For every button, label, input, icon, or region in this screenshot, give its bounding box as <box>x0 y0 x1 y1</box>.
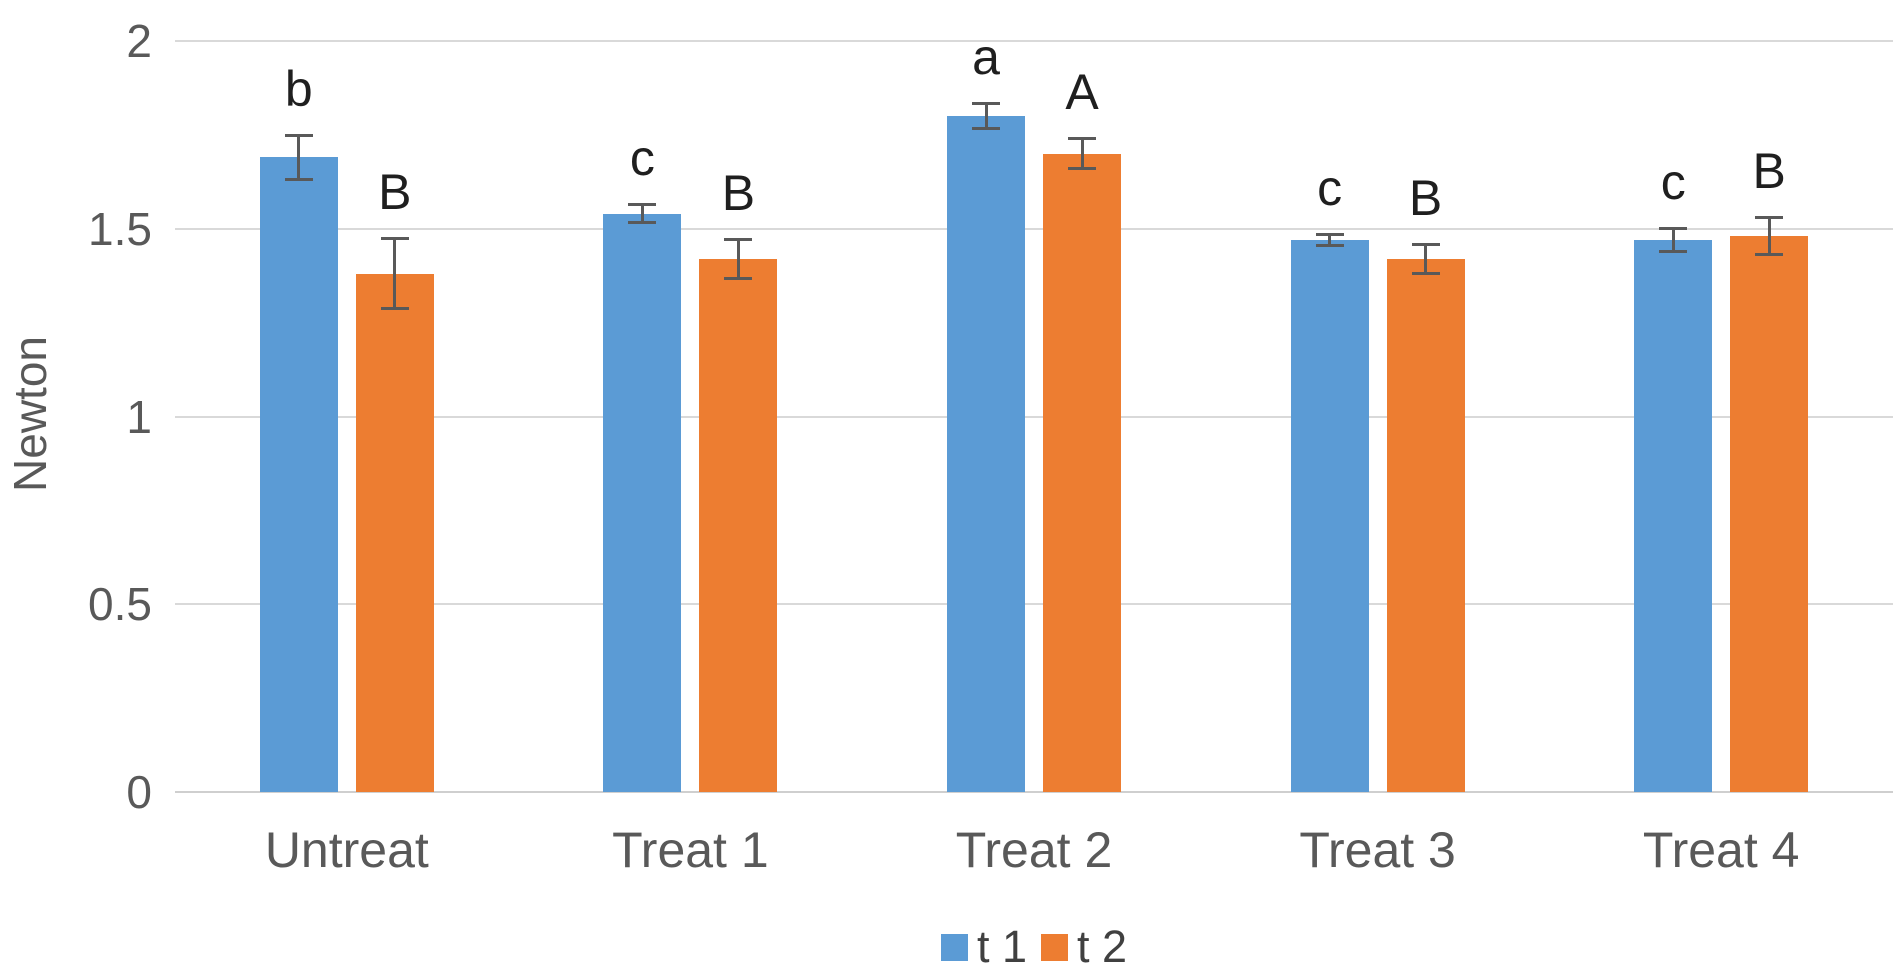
gridline <box>175 415 1893 418</box>
bar-t2-group5 <box>1730 236 1809 792</box>
legend-label: t 2 <box>1077 921 1128 972</box>
bar-t2-group2 <box>699 258 778 792</box>
error-bar-cap-top <box>1068 136 1096 140</box>
error-bar-cap-bottom <box>1411 271 1440 275</box>
error-bar-stem <box>1080 137 1084 170</box>
error-bar-cap-top <box>1315 233 1344 237</box>
error-bar-cap-bottom <box>1659 250 1688 254</box>
significance-letter: B <box>1752 143 1786 200</box>
error-bar-cap-bottom <box>1068 167 1096 171</box>
x-axis-line <box>175 791 1893 793</box>
significance-letter: c <box>1317 160 1343 217</box>
error-bar-stem <box>1424 243 1428 274</box>
legend-item-t1: t 1 <box>940 921 1027 972</box>
significance-letter: a <box>972 28 1000 85</box>
error-bar-stem <box>393 238 397 310</box>
x-tick-label: Untreat <box>264 822 429 878</box>
error-bar-stem <box>640 204 644 224</box>
significance-letter: B <box>721 164 756 221</box>
x-tick-label: Treat 3 <box>1299 822 1456 878</box>
legend-swatch-t2 <box>1041 933 1068 961</box>
error-bar-cap-top <box>1659 226 1688 230</box>
error-bar-stem <box>297 134 301 180</box>
error-bar-cap-top <box>1755 216 1784 220</box>
bar-t2-group3 <box>1043 153 1121 792</box>
significance-letter: b <box>284 60 313 117</box>
error-bar-cap-bottom <box>380 307 409 311</box>
error-bar-cap-bottom <box>628 221 657 225</box>
gridline <box>175 603 1893 606</box>
y-tick-label: 1 <box>126 390 152 443</box>
error-bar-cap-top <box>628 203 657 207</box>
error-bar-cap-bottom <box>1755 253 1784 257</box>
bar-t1-group3 <box>947 116 1025 792</box>
error-bar-cap-bottom <box>1315 243 1344 247</box>
significance-letter: c <box>629 130 655 187</box>
significance-letter: B <box>1408 169 1443 226</box>
bar-t1-group4 <box>1290 240 1369 792</box>
significance-letter: B <box>378 164 412 221</box>
error-bar-stem <box>736 238 740 279</box>
bar-t1-group5 <box>1634 240 1713 792</box>
error-bar-cap-top <box>1411 242 1440 246</box>
y-tick-label: 1.5 <box>88 202 152 255</box>
x-tick-label: Treat 2 <box>955 822 1113 878</box>
error-bar-cap-top <box>972 101 1000 105</box>
error-bar-stem <box>1671 227 1675 253</box>
legend-label: t 1 <box>976 921 1027 972</box>
y-tick-label: 2 <box>126 15 152 67</box>
error-bar-cap-bottom <box>284 177 313 181</box>
legend-swatch-t1 <box>940 933 968 961</box>
bar-t2-group1 <box>355 273 434 792</box>
gridline <box>175 227 1893 230</box>
y-tick-label: 0 <box>126 766 152 818</box>
error-bar-cap-bottom <box>724 276 753 280</box>
legend-item-t2: t 2 <box>1041 922 1127 972</box>
bar-t1-group2 <box>603 213 682 792</box>
x-tick-label: Treat 1 <box>612 822 769 878</box>
y-tick-label: 0.5 <box>88 578 152 631</box>
error-bar-cap-top <box>724 237 753 241</box>
error-bar-cap-top <box>380 237 409 241</box>
error-bar-stem <box>1767 217 1771 256</box>
bar-t2-group4 <box>1386 258 1465 792</box>
bar-t1-group1 <box>259 157 338 792</box>
gridline <box>175 40 1893 42</box>
legend: t 1 t 2 <box>175 922 1893 972</box>
error-bar-cap-bottom <box>972 127 1000 131</box>
significance-letter: A <box>1065 63 1099 120</box>
error-bar-stem <box>1328 234 1332 246</box>
error-bar-stem <box>984 102 988 130</box>
error-bar-cap-top <box>284 133 313 137</box>
x-tick-label: Treat 4 <box>1642 822 1800 878</box>
significance-letter: c <box>1660 153 1686 210</box>
